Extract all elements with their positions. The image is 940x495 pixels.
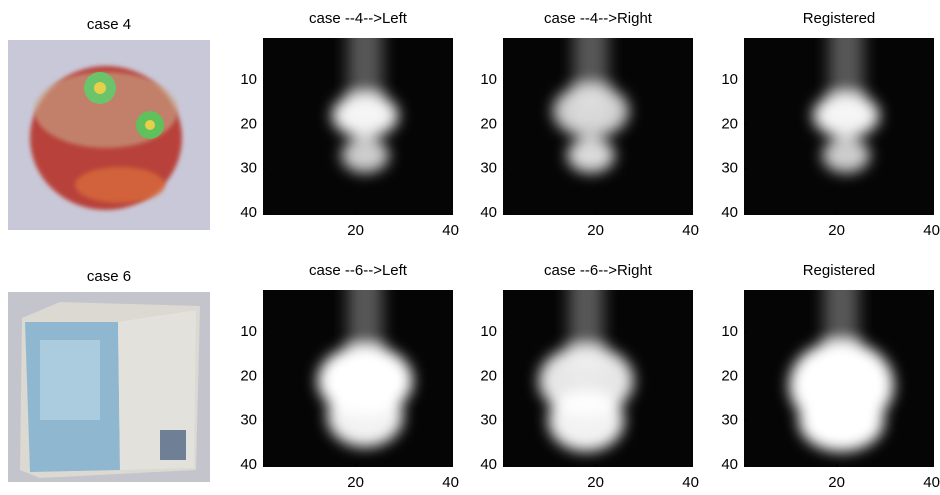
blob: [813, 93, 880, 137]
x-tick-label: 20: [347, 474, 364, 491]
y-tick-label: 30: [240, 160, 257, 177]
y-tick-label: 10: [240, 323, 257, 340]
x-tick-label: 20: [347, 222, 364, 239]
panel-title: case --6-->Right: [544, 262, 653, 279]
y-tick-label: 30: [721, 160, 738, 177]
panel-title: case --4-->Left: [309, 10, 408, 27]
blob: [548, 390, 624, 452]
y-tick-label: 40: [240, 204, 257, 221]
y-tick-label: 20: [240, 115, 257, 132]
x-tick-label: 40: [682, 474, 699, 491]
y-tick-label: 10: [721, 323, 738, 340]
y-tick-label: 40: [721, 456, 738, 473]
blob: [567, 138, 615, 173]
panel-title: Registered: [803, 262, 876, 279]
y-tick-label: 10: [480, 71, 497, 88]
beam-core: [837, 18, 856, 107]
y-tick-label: 40: [240, 456, 257, 473]
y-tick-label: 10: [480, 323, 497, 340]
x-tick-label: 40: [442, 474, 459, 491]
y-tick-label: 40: [480, 456, 497, 473]
blob: [553, 84, 629, 137]
x-tick-label: 20: [828, 222, 845, 239]
beam-core: [356, 270, 375, 359]
y-tick-label: 20: [480, 367, 497, 384]
panel-title: case --4-->Right: [544, 10, 653, 27]
y-tick-label: 30: [480, 412, 497, 429]
y-tick-label: 20: [721, 367, 738, 384]
photo-box: [8, 292, 210, 482]
photo-title: case 6: [87, 268, 131, 285]
y-tick-label: 40: [721, 204, 738, 221]
y-tick-label: 20: [240, 367, 257, 384]
y-tick-label: 30: [480, 160, 497, 177]
y-tick-label: 10: [240, 71, 257, 88]
figure: case 4 case --4-->Left 10 20 30 40 20 40 case --…: [0, 0, 940, 495]
x-tick-label: 40: [682, 222, 699, 239]
photo-title: case 4: [87, 16, 131, 33]
beam-core: [356, 18, 375, 107]
x-tick-label: 20: [587, 474, 604, 491]
blob: [341, 138, 389, 173]
x-tick-label: 40: [923, 474, 940, 491]
y-tick-label: 40: [480, 204, 497, 221]
y-tick-label: 20: [480, 115, 497, 132]
y-tick-label: 20: [721, 115, 738, 132]
y-tick-label: 10: [721, 71, 738, 88]
blob: [327, 385, 403, 447]
blob: [799, 390, 885, 452]
x-tick-label: 20: [828, 474, 845, 491]
x-tick-label: 40: [442, 222, 459, 239]
blob: [822, 138, 870, 173]
photo-ball: [8, 40, 210, 230]
beam-core: [577, 270, 596, 359]
panel-title: Registered: [803, 10, 876, 27]
x-tick-label: 40: [923, 222, 940, 239]
y-tick-label: 30: [240, 412, 257, 429]
x-tick-label: 20: [587, 222, 604, 239]
panel-title: case --6-->Left: [309, 262, 408, 279]
blob: [332, 93, 399, 137]
y-tick-label: 30: [721, 412, 738, 429]
